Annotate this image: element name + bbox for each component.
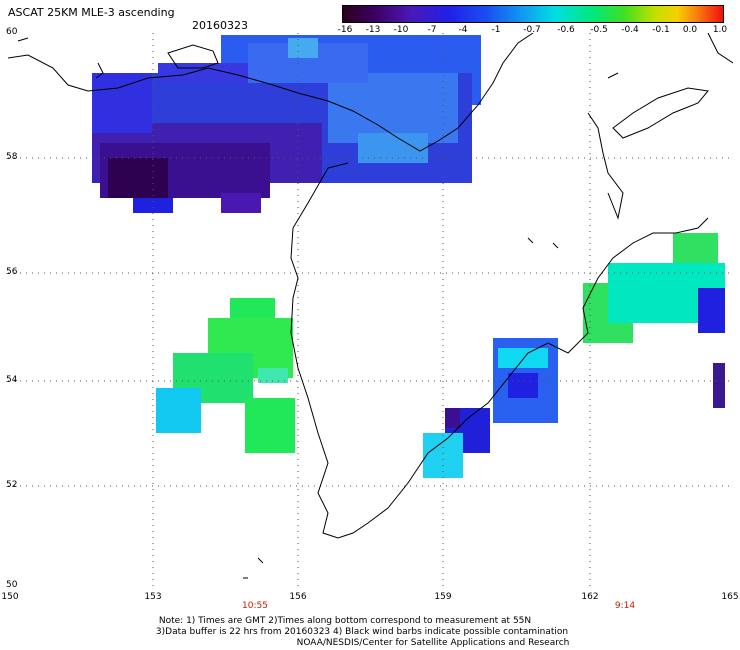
lon-label: 165 [721,592,739,602]
lat-label: 54 [6,375,18,385]
swath-block [445,408,460,428]
swath-block [423,433,463,478]
lon-label: 150 [1,592,19,602]
grid-lines [8,33,733,588]
legend-label: -16 [337,25,353,35]
footnote-line-1: Note: 1) Times are GMT 2)Times along bot… [158,616,532,626]
legend-label: -0.7 [523,25,541,35]
swath-block [498,348,548,368]
lat-label: 52 [6,480,18,490]
lat-label: 50 [6,580,18,590]
footnote-line-3: NOAA/NESDIS/Center for Satellite Applica… [296,638,570,648]
color-legend-bar [342,5,724,23]
legend-label: -7 [427,25,437,35]
swath-block [108,158,168,198]
swath-block [221,193,261,213]
coastlines [8,33,733,579]
legend-label: -1 [491,25,501,35]
swath-block [245,398,295,453]
map-title: ASCAT 25KM MLE-3 ascending [8,6,175,19]
swath-time-right: 9:14 [614,601,636,611]
legend-label: -0.6 [557,25,575,35]
data-swaths [92,35,725,478]
swath-block [133,198,173,213]
swath-block [158,63,248,83]
lon-label: 153 [144,592,162,602]
legend-label: -10 [393,25,409,35]
lon-label: 159 [434,592,452,602]
swath-block [508,373,538,398]
lat-label: 60 [6,27,18,37]
lat-label: 58 [6,152,18,162]
map-date: 20160323 [192,19,248,32]
swath-block [92,73,152,133]
lon-label: 162 [581,592,599,602]
map-plot [8,33,733,588]
lat-label: 56 [6,267,18,277]
swath-block [698,288,725,333]
swath-block [328,73,458,143]
legend-label: -13 [365,25,381,35]
swath-time-left: 10:55 [242,601,268,611]
legend-label: -4 [458,25,468,35]
footnote-line-2: 3)Data buffer is 22 hrs from 20160323 4)… [155,627,569,637]
swath-block [713,363,725,408]
swath-block [156,388,201,433]
lon-label: 156 [289,592,307,602]
legend-label: -0.1 [652,25,670,35]
legend-label: -0.4 [621,25,639,35]
swath-block [288,38,318,58]
swath-block [258,368,288,383]
legend-label: 0.0 [682,25,698,35]
legend-label: 1.0 [712,25,728,35]
legend-label: -0.5 [590,25,608,35]
swath-block [673,233,718,263]
